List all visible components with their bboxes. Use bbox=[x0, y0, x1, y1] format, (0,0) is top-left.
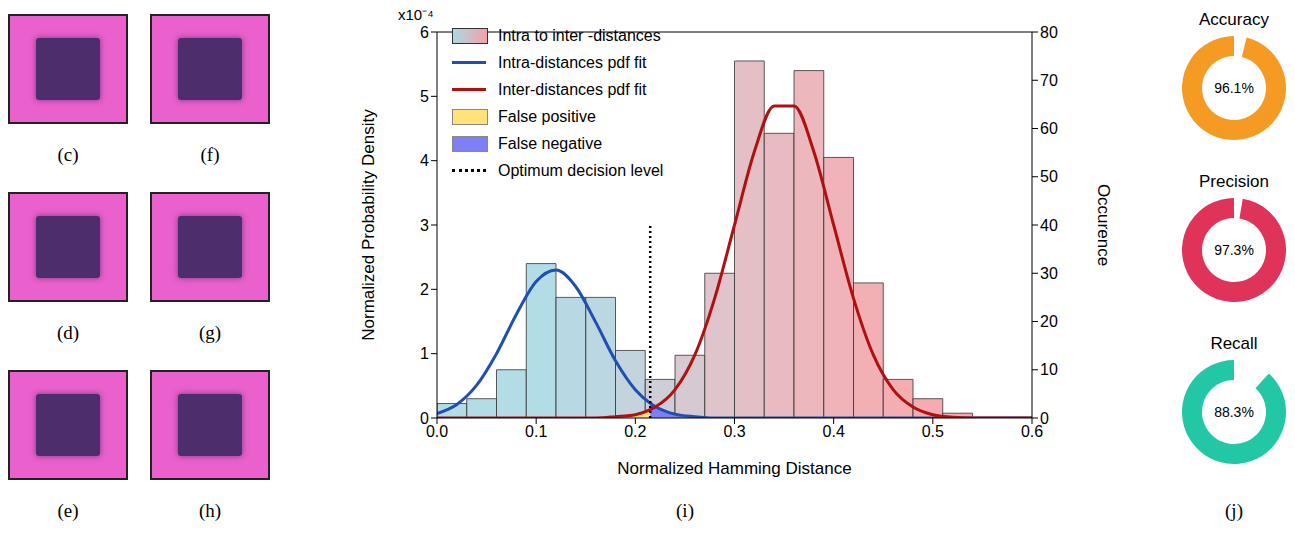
svg-text:6: 6 bbox=[420, 24, 429, 41]
svg-text:40: 40 bbox=[1040, 217, 1058, 234]
svg-text:3: 3 bbox=[420, 217, 429, 234]
svg-text:0.3: 0.3 bbox=[723, 423, 745, 440]
html-text:96.1%: 96.1% bbox=[1214, 80, 1254, 96]
html-text:(j): (j) bbox=[1225, 500, 1243, 521]
html-text:False negative: False negative bbox=[498, 134, 603, 152]
svg-text:5: 5 bbox=[420, 88, 429, 105]
svg-text:60: 60 bbox=[1040, 120, 1058, 137]
html-text:x10⁻⁴: x10⁻⁴ bbox=[398, 6, 434, 23]
svg-text:Occurence: Occurence bbox=[1094, 184, 1113, 266]
html-text:(i): (i) bbox=[676, 500, 694, 521]
html-text:88.3%: 88.3% bbox=[1214, 404, 1254, 420]
html-text:(g): (g) bbox=[198, 322, 222, 343]
svg-text:Normalized Probability Density: Normalized Probability Density bbox=[359, 109, 378, 341]
svg-text:4: 4 bbox=[420, 152, 429, 169]
svg-text:10: 10 bbox=[1040, 361, 1058, 378]
html-text:Accuracy: Accuracy bbox=[1199, 10, 1269, 29]
html-text:Recall: Recall bbox=[1210, 334, 1258, 353]
svg-text:0.1: 0.1 bbox=[525, 423, 547, 440]
html-text:(c): (c) bbox=[57, 144, 79, 165]
html-text:97.3%: 97.3% bbox=[1214, 242, 1254, 258]
svg-text:Normalized Hamming Distance: Normalized Hamming Distance bbox=[617, 459, 851, 478]
svg-text:0.2: 0.2 bbox=[624, 423, 646, 440]
html-text:(e): (e) bbox=[57, 500, 79, 521]
svg-text:0: 0 bbox=[1040, 410, 1049, 427]
html-text:Intra to inter -distances: Intra to inter -distances bbox=[498, 26, 661, 44]
html-text:Intra-distances pdf fit: Intra-distances pdf fit bbox=[498, 53, 647, 71]
html-text:Inter-distances pdf fit: Inter-distances pdf fit bbox=[498, 80, 647, 98]
svg-text:0.6: 0.6 bbox=[1020, 423, 1044, 441]
svg-text:70: 70 bbox=[1040, 72, 1058, 89]
html-text:(d): (d) bbox=[56, 322, 80, 343]
svg-text:0: 0 bbox=[420, 410, 429, 427]
svg-text:0.4: 0.4 bbox=[823, 423, 845, 440]
svg-text:50: 50 bbox=[1040, 168, 1058, 185]
svg-text:2: 2 bbox=[420, 281, 429, 298]
html-text:Precision: Precision bbox=[1199, 172, 1269, 191]
svg-text:20: 20 bbox=[1040, 313, 1058, 330]
html-text:False positive: False positive bbox=[498, 107, 596, 125]
svg-text:0.5: 0.5 bbox=[922, 423, 944, 440]
html-text:(f): (f) bbox=[200, 144, 220, 165]
svg-text:0.0: 0.0 bbox=[426, 423, 448, 440]
html-text:(h): (h) bbox=[198, 500, 222, 521]
svg-text:1: 1 bbox=[420, 345, 429, 362]
svg-text:80: 80 bbox=[1040, 24, 1058, 41]
html-text:Optimum decision level: Optimum decision level bbox=[498, 161, 664, 179]
svg-text:30: 30 bbox=[1040, 265, 1058, 282]
